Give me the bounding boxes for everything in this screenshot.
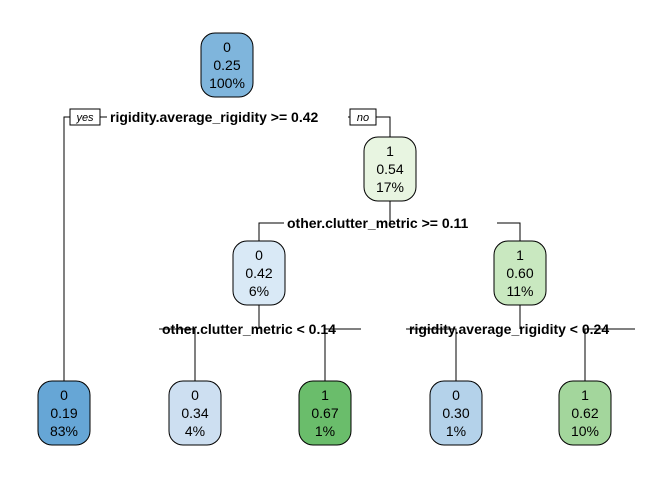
node-percent: 100% — [209, 75, 245, 91]
branch-tag-left: yes — [75, 112, 94, 124]
node-percent: 4% — [185, 423, 205, 439]
node-percent: 83% — [50, 423, 78, 439]
node-class: 0 — [191, 387, 199, 403]
node-probability: 0.42 — [245, 265, 272, 281]
tree-node: 1 0.60 11% — [493, 240, 547, 306]
node-class: 0 — [255, 247, 263, 263]
branch-tag-box — [349, 108, 377, 126]
node-box — [37, 380, 91, 446]
node-class: 1 — [516, 247, 524, 263]
node-box — [232, 240, 286, 306]
tree-node: 0 0.42 6% — [232, 240, 286, 306]
node-probability: 0.54 — [376, 161, 403, 177]
node-probability: 0.30 — [442, 405, 469, 421]
node-box — [168, 380, 222, 446]
node-percent: 11% — [507, 283, 534, 299]
node-probability: 0.67 — [311, 405, 338, 421]
node-percent: 17% — [376, 179, 404, 195]
node-class: 0 — [452, 387, 460, 403]
tree-node: 1 0.67 1% — [298, 380, 352, 446]
node-probability: 0.34 — [181, 405, 208, 421]
split-label: rigidity.average_rigidity < 0.24 — [409, 321, 609, 337]
node-box — [429, 380, 483, 446]
node-box — [558, 380, 612, 446]
tree-node: 0 0.34 4% — [168, 380, 222, 446]
tree-node: 0 0.30 1% — [429, 380, 483, 446]
branch-tag-box — [69, 108, 101, 126]
node-percent: 1% — [446, 423, 466, 439]
node-probability: 0.62 — [571, 405, 598, 421]
node-percent: 1% — [315, 423, 335, 439]
tree-node: 1 0.62 10% — [558, 380, 612, 446]
edge-left — [63, 116, 107, 381]
node-class: 1 — [386, 143, 394, 159]
split-label: other.clutter_metric >= 0.11 — [287, 215, 469, 231]
node-percent: 6% — [249, 283, 269, 299]
node-class: 1 — [321, 387, 329, 403]
edge-right — [324, 328, 361, 381]
split-label: other.clutter_metric < 0.14 — [162, 321, 336, 337]
edge-left — [159, 328, 196, 381]
tree-node: 0 0.25 100% — [200, 32, 254, 98]
edge-left — [258, 222, 284, 241]
node-class: 0 — [223, 39, 231, 55]
edge-right — [584, 328, 635, 381]
node-box — [200, 32, 254, 98]
node-box — [363, 136, 417, 202]
node-box — [493, 240, 547, 306]
node-class: 0 — [60, 387, 68, 403]
tree-node: 0 0.19 83% — [37, 380, 91, 446]
node-probability: 0.25 — [213, 57, 240, 73]
node-box — [298, 380, 352, 446]
node-probability: 0.19 — [50, 405, 77, 421]
split-label: rigidity.average_rigidity >= 0.42 — [110, 109, 318, 125]
node-probability: 0.60 — [506, 265, 533, 281]
edge-left — [406, 328, 457, 381]
branch-tag-right: no — [357, 112, 369, 124]
node-percent: 10% — [571, 423, 599, 439]
node-class: 1 — [581, 387, 589, 403]
tree-node: 1 0.54 17% — [363, 136, 417, 202]
edge-right — [497, 222, 521, 241]
